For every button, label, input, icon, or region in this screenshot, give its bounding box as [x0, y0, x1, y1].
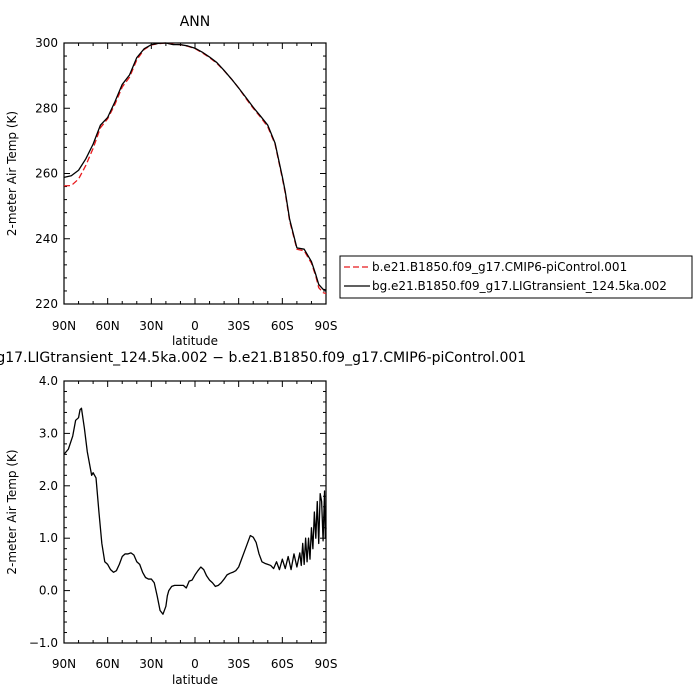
x-tick-label: 60N [96, 319, 120, 333]
legend-box [339, 255, 693, 299]
x-tick-label: 30S [227, 657, 250, 671]
x-tick-label: 90S [315, 319, 338, 333]
legend-label-1: b.e21.B1850.f09_g17.CMIP6-piControl.001 [372, 260, 627, 274]
y-tick-label: 1.0 [39, 531, 58, 545]
legend-label-2: bg.e21.B1850.f09_g17.LIGtransient_124.5k… [372, 279, 667, 293]
x-tick-label: 30S [227, 319, 250, 333]
plot-frame [63, 42, 327, 305]
y-tick-label: 240 [35, 232, 58, 246]
chart-title: ANN [180, 14, 211, 30]
x-tick-label: 60N [96, 657, 120, 671]
y-tick-label: 2.0 [39, 479, 58, 493]
legend: b.e21.B1850.f09_g17.CMIP6-piControl.001b… [339, 255, 693, 299]
y-tick-label: 280 [35, 101, 58, 115]
x-tick-label: 30N [139, 657, 163, 671]
x-tick-label: 30N [139, 319, 163, 333]
y-tick-label: 4.0 [39, 374, 58, 388]
series-line-1 [63, 42, 327, 295]
y-tick-label: 0.0 [39, 584, 58, 598]
y-tick-label: 300 [35, 36, 58, 50]
x-tick-label: 60S [271, 319, 294, 333]
x-axis-label: latitude [172, 673, 218, 687]
plot-frame [63, 380, 327, 644]
series-line-2 [63, 42, 327, 291]
x-tick-label: 0 [191, 319, 199, 333]
y-tick-label: −1.0 [29, 636, 58, 650]
x-tick-label: 90S [315, 657, 338, 671]
x-tick-label: 60S [271, 657, 294, 671]
x-tick-label: 0 [191, 657, 199, 671]
y-tick-label: 220 [35, 297, 58, 311]
chart-title: bg.e21.B1850.f09_g17.LIGtransient_124.5k… [0, 350, 526, 366]
series-line-1 [63, 407, 327, 615]
chart-panel-2: bg.e21.B1850.f09_g17.LIGtransient_124.5k… [0, 350, 526, 687]
x-tick-label: 90N [52, 319, 76, 333]
x-axis-label: latitude [172, 334, 218, 348]
y-tick-label: 260 [35, 167, 58, 181]
x-tick-label: 90N [52, 657, 76, 671]
y-axis-label: 2-meter Air Temp (K) [5, 111, 19, 236]
y-tick-label: 3.0 [39, 426, 58, 440]
chart-panel-1: ANN 90N 60N 30N 0 30S 60S 90S 220 240 260 280 300 lat… [5, 14, 693, 348]
y-axis-label: 2-meter Air Temp (K) [5, 449, 19, 574]
